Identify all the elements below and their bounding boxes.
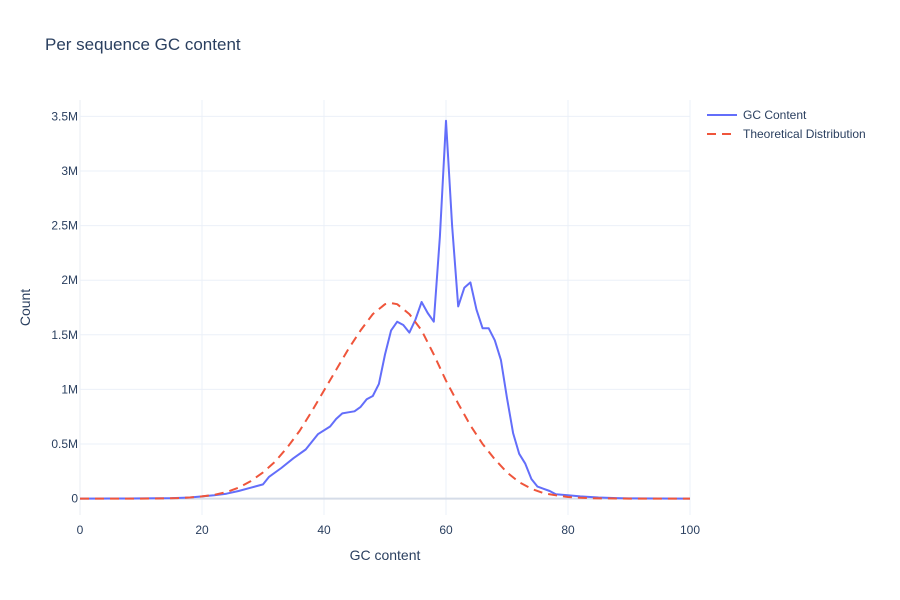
series-lines	[79, 119, 691, 500]
legend-item[interactable]: Theoretical Distribution	[707, 127, 866, 141]
y-tick-label: 2.5M	[51, 219, 78, 233]
chart-title: Per sequence GC content	[45, 35, 241, 54]
legend-label: Theoretical Distribution	[743, 127, 866, 141]
legend-item[interactable]: GC Content	[707, 108, 807, 122]
legend-label: GC Content	[743, 108, 807, 122]
x-tick-label: 20	[195, 523, 209, 537]
x-tick-label: 0	[77, 523, 84, 537]
y-tick-label: 0.5M	[51, 437, 78, 451]
y-axis-title: Count	[17, 289, 33, 326]
x-tick-label: 80	[561, 523, 575, 537]
series-line-0	[79, 119, 691, 500]
x-axis-ticks: 0 20 40 60 80 100	[77, 523, 701, 537]
y-tick-label: 1M	[61, 382, 78, 396]
x-tick-label: 40	[317, 523, 331, 537]
y-tick-label: 1.5M	[51, 328, 78, 342]
y-tick-label: 0	[71, 492, 78, 506]
y-tick-label: 3.5M	[51, 109, 78, 123]
y-axis-ticks: 0 0.5M 1M 1.5M 2M 2.5M 3M 3.5M	[51, 109, 78, 505]
x-tick-label: 100	[680, 523, 700, 537]
grid	[79, 100, 691, 515]
x-axis-title: GC content	[350, 547, 421, 563]
legend[interactable]: GC Content Theoretical Distribution	[707, 108, 866, 141]
y-tick-label: 3M	[61, 164, 78, 178]
y-tick-label: 2M	[61, 273, 78, 287]
x-tick-label: 60	[439, 523, 453, 537]
series-line-1	[80, 302, 690, 500]
